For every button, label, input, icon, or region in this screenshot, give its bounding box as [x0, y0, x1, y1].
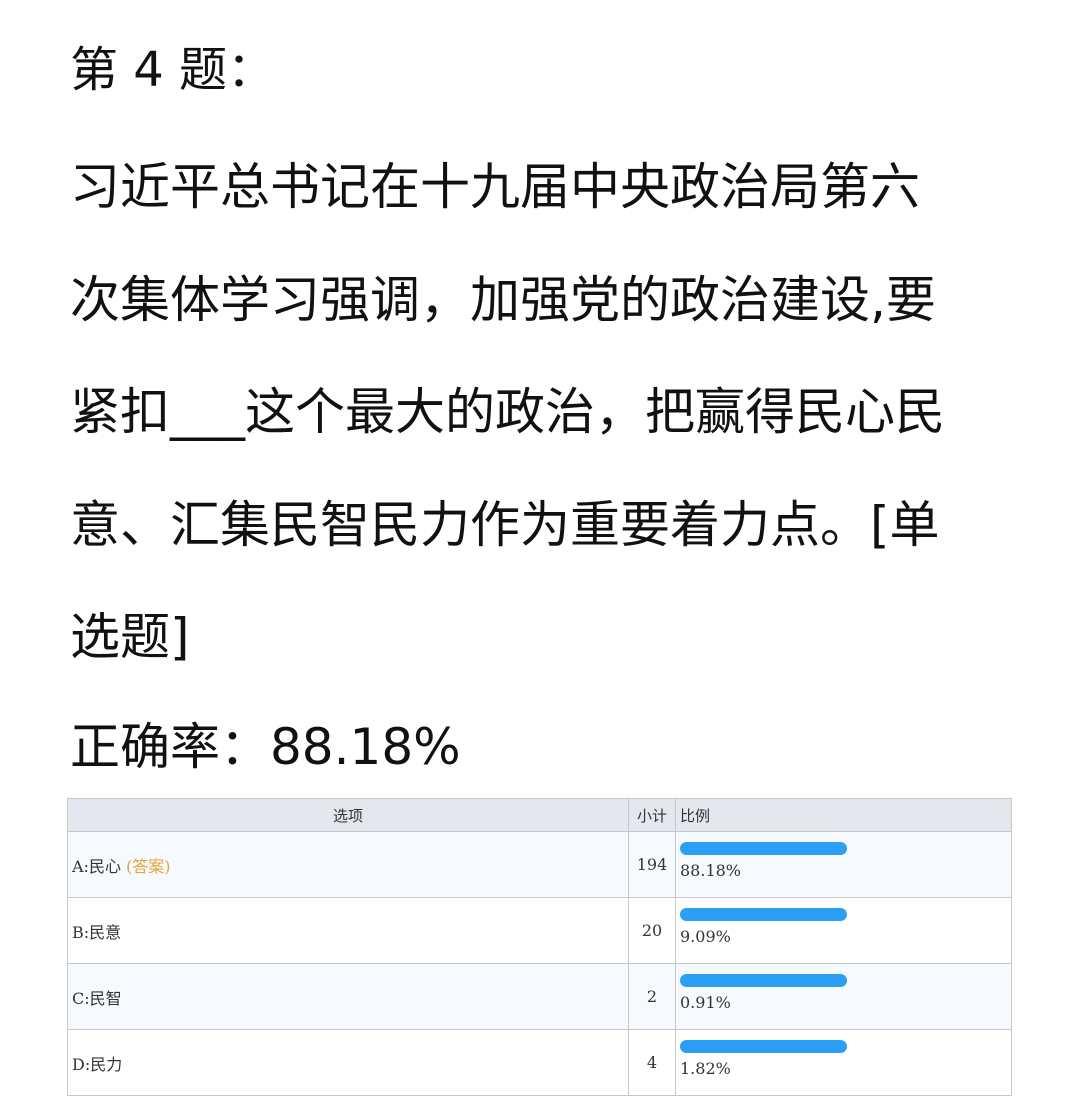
ratio-cell: 9.09% — [675, 897, 1012, 964]
table-row: C:民智 2 0.91% — [67, 963, 1012, 1030]
question-text: 习近平总书记在十九届中央政治局第六 次集体学习强调，加强党的政治建设,要 紧扣_… — [70, 152, 945, 715]
ratio-bar — [680, 842, 847, 855]
ratio-bar — [680, 908, 847, 921]
ratio-bar — [680, 974, 847, 987]
ratio-percent: 88.18% — [680, 861, 742, 880]
option-cell: B:民意 — [67, 897, 629, 964]
question-number: 第 4 题： — [70, 42, 276, 98]
option-cell: A:民心 (答案) — [67, 831, 629, 898]
ratio-cell: 1.82% — [675, 1029, 1012, 1096]
question-line: 选题] — [70, 608, 190, 666]
ratio-percent: 9.09% — [680, 927, 731, 946]
results-table: 选项 小计 比例 A:民心 (答案) 194 88.18% B:民意 20 9.… — [67, 798, 1012, 1096]
answer-tag: (答案) — [126, 856, 171, 876]
ratio-bar — [680, 1040, 847, 1053]
accuracy-rate: 正确率：88.18% — [70, 718, 461, 776]
count-cell: 194 — [628, 831, 676, 898]
option-cell: C:民智 — [67, 963, 629, 1030]
question-line: 习近平总书记在十九届中央政治局第六 — [70, 158, 920, 216]
table-row: B:民意 20 9.09% — [67, 897, 1012, 964]
question-line: 紧扣___这个最大的政治，把赢得民心民 — [70, 383, 945, 441]
header-count: 小计 — [628, 798, 676, 832]
count-cell: 2 — [628, 963, 676, 1030]
count-cell: 20 — [628, 897, 676, 964]
table-header: 选项 小计 比例 — [67, 798, 1012, 832]
ratio-cell: 0.91% — [675, 963, 1012, 1030]
table-row: A:民心 (答案) 194 88.18% — [67, 831, 1012, 898]
option-label: A:民心 — [72, 856, 121, 876]
question-line: 意、汇集民智民力作为重要着力点。[单 — [70, 495, 940, 554]
table-row: D:民力 4 1.82% — [67, 1029, 1012, 1096]
ratio-cell: 88.18% — [675, 831, 1012, 898]
ratio-percent: 0.91% — [680, 993, 731, 1012]
option-cell: D:民力 — [67, 1029, 629, 1096]
ratio-percent: 1.82% — [680, 1059, 731, 1078]
header-option: 选项 — [67, 798, 629, 832]
question-line: 次集体学习强调，加强党的政治建设,要 — [70, 270, 936, 329]
header-ratio: 比例 — [675, 798, 1012, 832]
count-cell: 4 — [628, 1029, 676, 1096]
